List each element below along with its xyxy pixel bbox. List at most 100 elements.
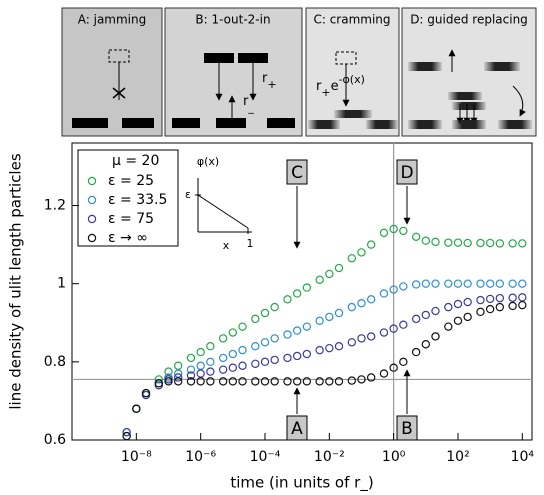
rate-label: r+ (262, 71, 277, 91)
inset-label: ε (185, 188, 191, 201)
data-point (238, 322, 247, 331)
inset-label: φ(x) (197, 155, 219, 168)
legend-marker (87, 176, 97, 186)
data-point (325, 269, 334, 279)
x-tick-label: 10⁰ (382, 449, 406, 465)
data-point (444, 279, 453, 288)
data-point (379, 369, 389, 378)
data-point (495, 293, 505, 303)
x-tick-label: 10⁻⁶ (185, 449, 216, 465)
data-point (431, 279, 440, 288)
data-point (334, 308, 344, 318)
data-point (315, 316, 324, 326)
data-point (453, 279, 463, 288)
data-point (283, 330, 292, 339)
data-point (251, 342, 260, 351)
data-point (334, 377, 344, 386)
x-tick-label: 10⁴ (511, 449, 535, 465)
panel-b (164, 7, 303, 137)
data-point (421, 310, 431, 320)
data-point (206, 357, 215, 367)
legend-title: μ = 20 (112, 153, 159, 169)
panel-title: B: 1-out-2-in (195, 13, 270, 27)
inset (195, 178, 252, 234)
data-point (431, 306, 440, 316)
data-point (485, 279, 495, 288)
data-point (173, 373, 183, 382)
data-point (238, 361, 247, 370)
legend-marker (87, 214, 97, 224)
y-tick-label: 1.2 (44, 198, 66, 214)
data-point (453, 238, 463, 247)
data-point (389, 324, 398, 333)
data-point (154, 379, 164, 388)
data-point (444, 322, 453, 331)
data-point (292, 326, 302, 335)
data-point (508, 239, 517, 248)
data-point (302, 322, 312, 331)
data-point (444, 238, 453, 247)
x-tick-label: 10⁻² (314, 449, 345, 465)
data-point (283, 295, 292, 304)
data-point (196, 361, 205, 370)
data-point (218, 353, 228, 363)
data-point (228, 328, 238, 337)
data-point (357, 375, 366, 384)
data-point (463, 297, 472, 307)
rate-label: r+e-φ(x) (316, 73, 365, 99)
rate-label-part: e (331, 79, 339, 94)
data-point (164, 377, 173, 386)
data-point (508, 301, 517, 311)
data-point (260, 357, 270, 367)
data-point (270, 377, 279, 386)
data-point (485, 294, 495, 304)
data-point (453, 299, 463, 309)
data-point (270, 302, 279, 312)
data-point (251, 377, 260, 386)
rate-label-part: + (267, 78, 276, 91)
data-point (347, 338, 357, 347)
data-point (173, 361, 183, 370)
inset-label: x (223, 239, 230, 252)
rate-label: r_ (243, 94, 254, 114)
data-point (122, 431, 131, 441)
data-point (186, 353, 196, 363)
data-point (508, 279, 517, 288)
data-point (292, 377, 302, 386)
data-point (292, 289, 302, 298)
data-point (270, 355, 279, 365)
data-point (476, 279, 485, 288)
data-point (399, 357, 408, 367)
panel-title: A: jamming (78, 13, 146, 27)
x-tick-label: 10⁻⁸ (121, 449, 152, 465)
data-point (186, 371, 196, 380)
legend-marker (87, 195, 97, 205)
data-point (421, 236, 431, 245)
data-point (186, 377, 196, 386)
annotation-box (396, 159, 418, 185)
data-point (325, 343, 334, 353)
data-point (366, 332, 376, 341)
data-point (411, 314, 421, 324)
legend-label: ε = 33.5 (108, 192, 167, 208)
data-point (431, 332, 440, 341)
data-point (260, 338, 270, 347)
data-point (251, 314, 260, 324)
data-point (334, 263, 344, 273)
data-point (366, 373, 376, 382)
data-point (463, 312, 472, 322)
data-point (347, 302, 357, 312)
data-point (518, 300, 527, 310)
data-point (495, 239, 505, 248)
rate-label-part: -φ(x) (339, 73, 365, 86)
panel-a (61, 7, 163, 137)
data-point (379, 228, 389, 238)
data-point (495, 302, 505, 312)
rate-label-part: _ (247, 101, 254, 114)
data-point (270, 334, 279, 343)
data-point (495, 279, 505, 288)
data-point (325, 312, 334, 322)
data-point (196, 377, 205, 386)
data-point (302, 283, 312, 292)
